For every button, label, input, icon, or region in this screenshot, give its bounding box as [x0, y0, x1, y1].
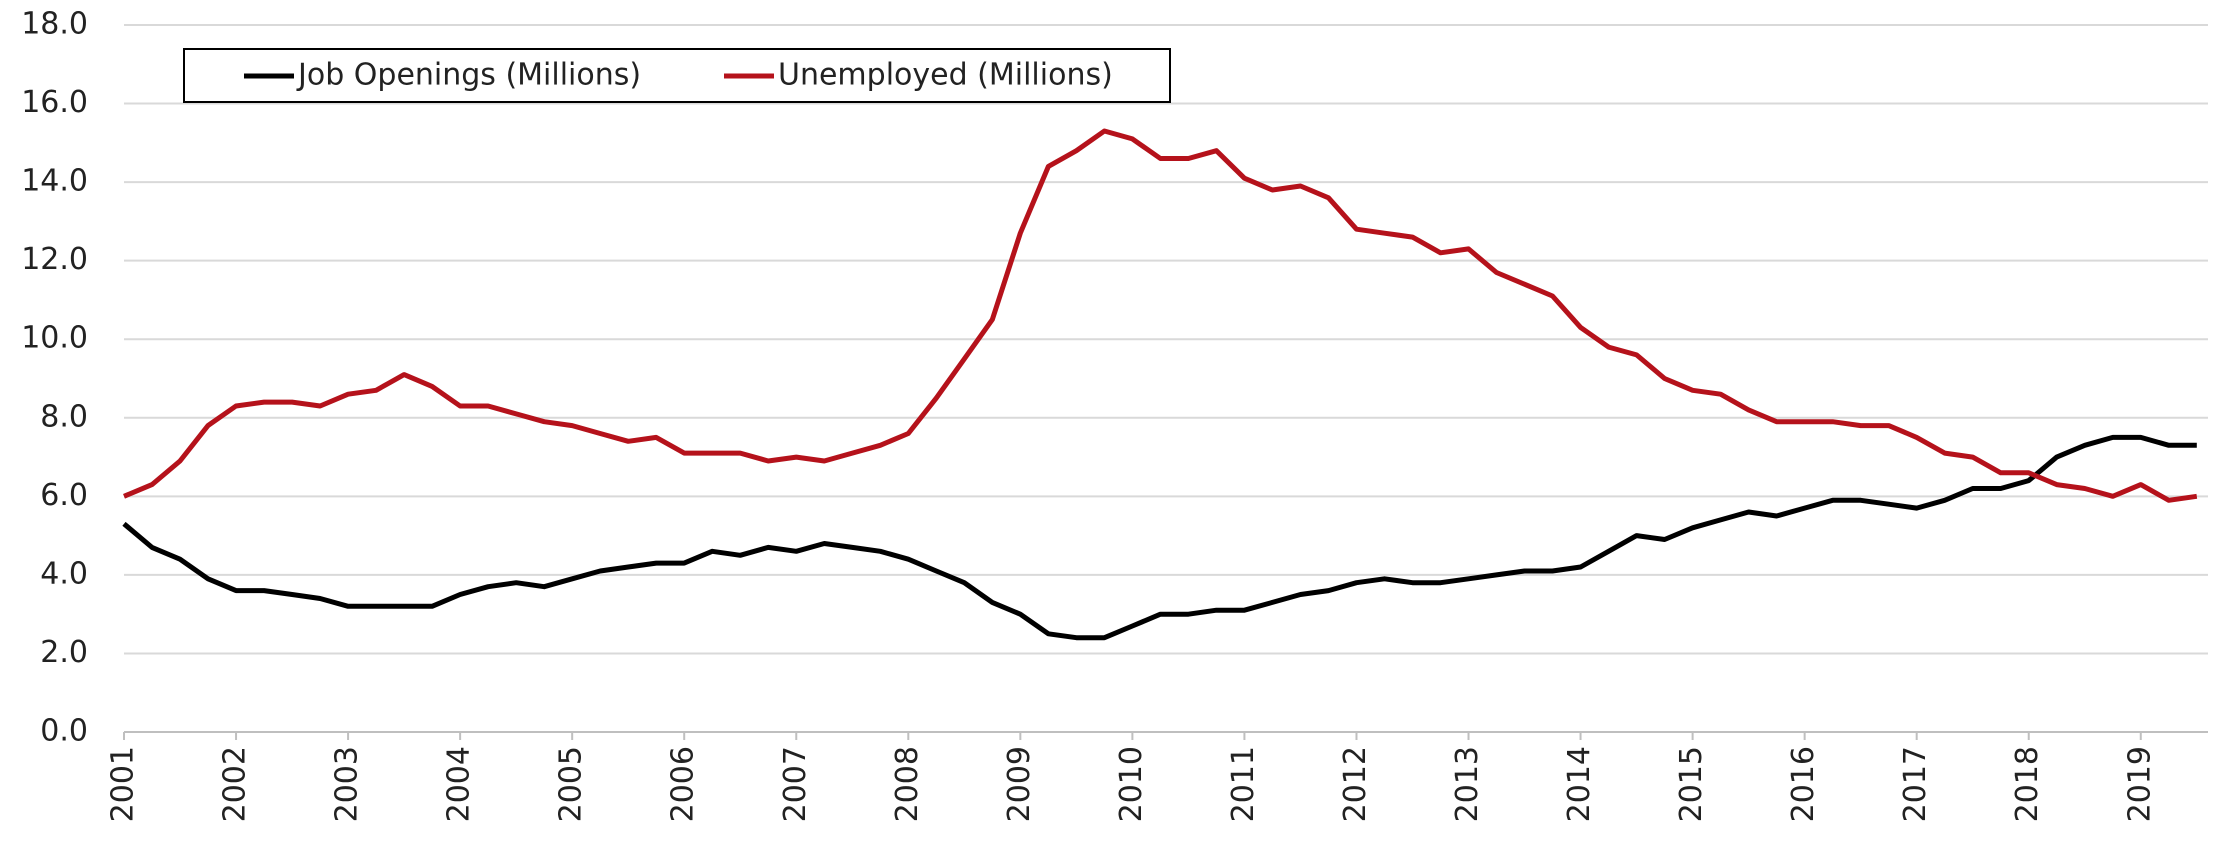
legend: Job Openings (Millions) Unemployed (Milli…: [183, 48, 1171, 103]
x-tick-label: 2005: [554, 746, 589, 822]
legend-label: Unemployed (Millions): [778, 58, 1113, 93]
x-tick-label: 2009: [1002, 746, 1037, 822]
series-line: [122, 434, 2197, 641]
y-tick-label: 18.0: [21, 7, 88, 42]
x-tick-label: 2019: [2122, 746, 2157, 822]
y-tick-label: 16.0: [21, 85, 88, 120]
x-tick-label: 2017: [1898, 746, 1933, 822]
y-tick-label: 10.0: [21, 321, 88, 356]
y-tick-label: 4.0: [40, 556, 88, 591]
y-tick-label: 2.0: [40, 635, 88, 670]
x-tick-label: 2013: [1450, 746, 1485, 822]
x-tick-label: 2008: [890, 746, 925, 822]
legend-label: Job Openings (Millions): [296, 58, 641, 93]
y-tick-label: 8.0: [40, 399, 88, 434]
x-tick-label: 2004: [442, 746, 477, 822]
x-tick-label: 2016: [1786, 746, 1821, 822]
x-tick-label: 2006: [666, 746, 701, 822]
y-tick-label: 0.0: [40, 714, 88, 749]
x-tick-label: 2015: [1674, 746, 1709, 822]
x-tick-label: 2002: [218, 746, 253, 822]
y-tick-label: 12.0: [21, 242, 88, 277]
x-tick-label: 2011: [1226, 746, 1261, 822]
x-tick-label: 2001: [106, 746, 141, 822]
x-tick-label: 2018: [2010, 746, 2045, 822]
series-line: [123, 128, 2198, 503]
x-tick-label: 2014: [1562, 746, 1597, 822]
x-tick-label: 2007: [778, 746, 813, 822]
y-tick-label: 6.0: [40, 478, 88, 513]
y-tick-label: 14.0: [21, 164, 88, 199]
x-tick-label: 2003: [330, 746, 365, 822]
x-tick-label: 2012: [1338, 746, 1373, 822]
x-tick-label: 2010: [1114, 746, 1149, 822]
legend-box: [183, 48, 1171, 103]
